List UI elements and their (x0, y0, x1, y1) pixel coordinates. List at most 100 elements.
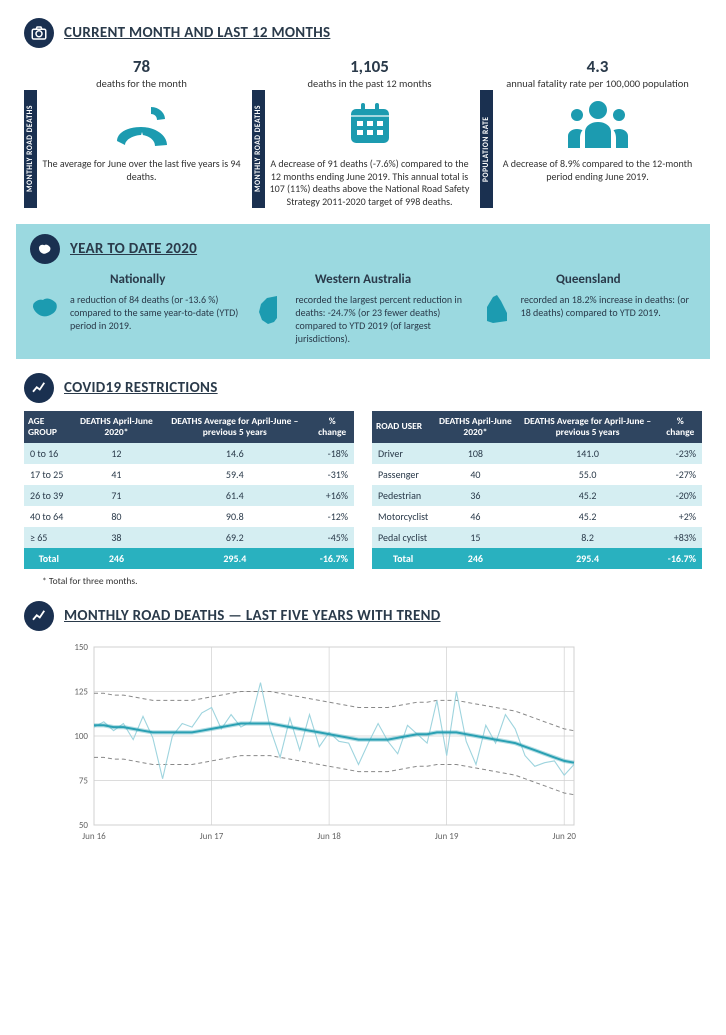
table-cell: Passenger (372, 464, 434, 485)
table-cell: 8.2 (517, 527, 659, 548)
svg-text:125: 125 (74, 686, 88, 697)
ytd-col-title: Queensland (481, 272, 696, 287)
table-cell: -45% (310, 527, 354, 548)
calendar-icon (269, 94, 470, 154)
table-cell: 55.0 (517, 464, 659, 485)
table-header: ROAD USER (372, 411, 434, 443)
table-cell: 38 (74, 527, 160, 548)
svg-text:150: 150 (74, 642, 88, 653)
stat-tab: POPULATION RATE (480, 90, 493, 208)
table-cell: 26 to 39 (24, 485, 74, 506)
table-cell: 141.0 (517, 443, 659, 464)
qld-map-icon (481, 293, 515, 332)
wa-map-icon (255, 293, 289, 345)
section-header-covid: COVID19 RESTRICTIONS (24, 373, 702, 403)
table-cell: 246 (74, 548, 160, 569)
table-cell: 12 (74, 443, 160, 464)
section-header-current: CURRENT MONTH AND LAST 12 MONTHS (24, 18, 702, 48)
table-cell: -16.7% (310, 548, 354, 569)
stat-card-12months: MONTHLY ROAD DEATHS 1,105 deaths in the … (252, 56, 474, 208)
stat-subtitle: deaths for the month (41, 77, 242, 90)
table-cell: 41 (74, 464, 160, 485)
road-icon (41, 94, 242, 154)
svg-text:50: 50 (79, 820, 89, 831)
table-cell: Pedestrian (372, 485, 434, 506)
table-cell: Motorcyclist (372, 506, 434, 527)
trend-chart: 50 75 100 125 150 Jun 16 Jun 17 Jun 18 Jun 19 Jun… (24, 639, 702, 849)
svg-text:Jun 19: Jun 19 (435, 831, 459, 842)
table-cell: Total (372, 548, 434, 569)
table-cell: Driver (372, 443, 434, 464)
table-cell: -31% (310, 464, 354, 485)
table-header: DEATHS Average for April-June –previous … (517, 411, 659, 443)
table-row: 26 to 397161.4+16% (24, 485, 354, 506)
table-cell: -23% (659, 443, 702, 464)
table-cell: +2% (659, 506, 702, 527)
stat-card-month: MONTHLY ROAD DEATHS 78 deaths for the mo… (24, 56, 246, 208)
table-total-row: Total246295.4-16.7% (24, 548, 354, 569)
table-row: Pedestrian3645.2-20% (372, 485, 702, 506)
tables-row: AGE GROUP DEATHS April-June 2020*DEATHS A… (24, 411, 702, 569)
trend-up-icon (24, 601, 54, 631)
table-cell: 36 (434, 485, 516, 506)
section-title-ytd: YEAR TO DATE 2020 (70, 240, 197, 258)
stat-subtitle: annual fatality rate per 100,000 populat… (497, 77, 698, 90)
svg-text:Jun 17: Jun 17 (200, 831, 224, 842)
svg-text:100: 100 (74, 731, 88, 742)
table-cell: 71 (74, 485, 160, 506)
trend-up-icon (24, 373, 54, 403)
table-cell: ≥ 65 (24, 527, 74, 548)
table-cell: -27% (659, 464, 702, 485)
table-cell: 59.4 (159, 464, 310, 485)
table-cell: -12% (310, 506, 354, 527)
ytd-col-qld: Queensland recorded an 18.2% increase in… (481, 272, 696, 345)
table-footnote: * Total for three months. (42, 575, 702, 587)
table-row: Driver108141.0-23% (372, 443, 702, 464)
table-header: % change (310, 411, 354, 443)
table-cell: 45.2 (517, 506, 659, 527)
stat-card-rate: POPULATION RATE 4.3 annual fatality rate… (480, 56, 702, 208)
ytd-col-text: recorded the largest percent reduction i… (295, 293, 470, 345)
table-row: Pedal cyclist158.2+83% (372, 527, 702, 548)
table-cell: 295.4 (159, 548, 310, 569)
people-icon (497, 94, 698, 154)
svg-text:Jun 18: Jun 18 (317, 831, 341, 842)
table-cell: -16.7% (659, 548, 702, 569)
table-row: Passenger4055.0-27% (372, 464, 702, 485)
section-title-trend: MONTHLY ROAD DEATHS — LAST FIVE YEARS WI… (64, 607, 441, 625)
svg-text:Jun 20: Jun 20 (552, 831, 576, 842)
section-title-current: CURRENT MONTH AND LAST 12 MONTHS (64, 24, 330, 42)
table-cell: 14.6 (159, 443, 310, 464)
table-cell: 46 (434, 506, 516, 527)
table-row: ≥ 653869.2-45% (24, 527, 354, 548)
table-header: DEATHS April-June 2020* (434, 411, 516, 443)
australia-badge-icon (30, 234, 60, 264)
stat-desc: The average for June over the last five … (41, 158, 242, 183)
table-cell: 40 to 64 (24, 506, 74, 527)
stat-subtitle: deaths in the past 12 months (269, 77, 470, 90)
stat-row: MONTHLY ROAD DEATHS 78 deaths for the mo… (24, 56, 702, 208)
ytd-col-text: recorded an 18.2% increase in deaths: (o… (521, 293, 696, 332)
table-cell: 69.2 (159, 527, 310, 548)
svg-text:75: 75 (79, 775, 89, 786)
table-header: AGE GROUP (24, 411, 74, 443)
ytd-col-national: Nationally a reduction of 84 deaths (or … (30, 272, 245, 345)
table-row: 17 to 254159.4-31% (24, 464, 354, 485)
ytd-band: YEAR TO DATE 2020 Nationally a reduction… (16, 224, 710, 359)
ytd-col-wa: Western Australia recorded the largest p… (255, 272, 470, 345)
camera-icon (24, 18, 54, 48)
stat-tab: MONTHLY ROAD DEATHS (24, 90, 37, 208)
table-cell: 108 (434, 443, 516, 464)
table-cell: 45.2 (517, 485, 659, 506)
ytd-col-title: Nationally (30, 272, 245, 287)
table-cell: -18% (310, 443, 354, 464)
table-age-group: AGE GROUPDEATHS April-June 2020*DEATHS A… (24, 411, 354, 569)
table-header: % change (659, 411, 702, 443)
table-total-row: Total246295.4-16.7% (372, 548, 702, 569)
svg-text:Jun 16: Jun 16 (82, 831, 106, 842)
ytd-col-title: Western Australia (255, 272, 470, 287)
table-road-user: ROAD USERDEATHS April-June 2020*DEATHS A… (372, 411, 702, 569)
australia-map-icon (30, 293, 64, 332)
table-cell: +83% (659, 527, 702, 548)
table-cell: 295.4 (517, 548, 659, 569)
